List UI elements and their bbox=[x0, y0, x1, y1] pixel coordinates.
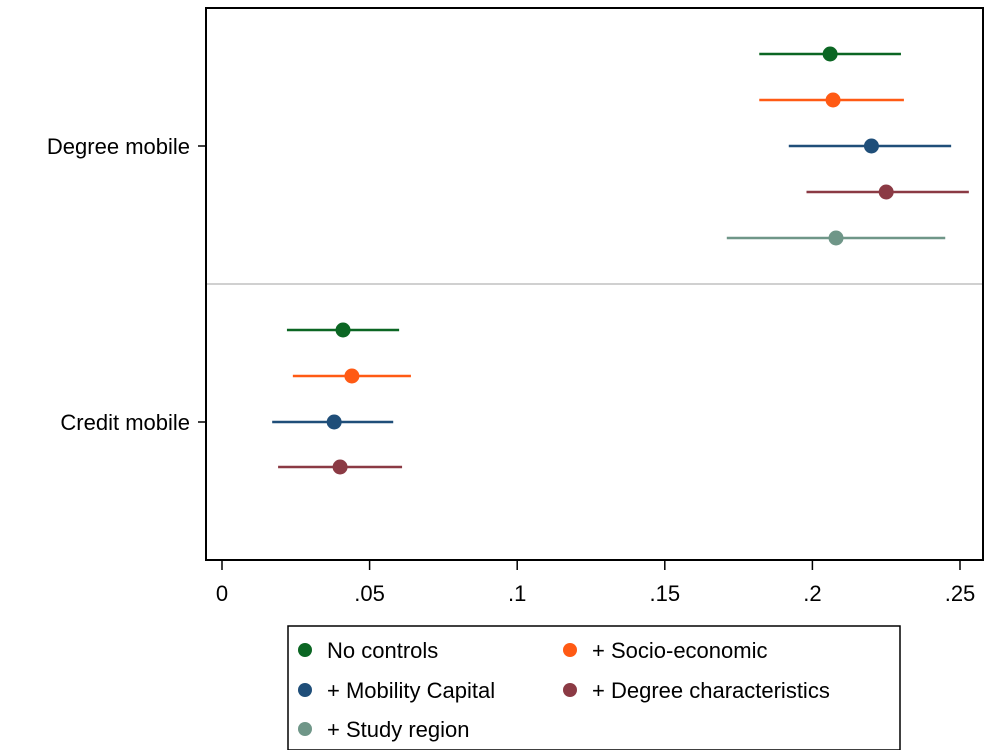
legend-marker bbox=[563, 683, 577, 697]
point-estimate bbox=[335, 322, 351, 338]
point-estimate bbox=[344, 368, 360, 384]
point-estimate bbox=[332, 459, 348, 475]
x-tick-label: .15 bbox=[650, 581, 681, 606]
point-estimate bbox=[828, 230, 844, 246]
x-tick-label: .1 bbox=[508, 581, 526, 606]
x-tick-label: .25 bbox=[945, 581, 976, 606]
x-tick-label: .05 bbox=[354, 581, 385, 606]
plot-area bbox=[205, 7, 984, 561]
point-estimate bbox=[825, 92, 841, 108]
x-axis: 0 .05 .1 .15 .2 .25 bbox=[216, 561, 975, 606]
legend-label: + Degree characteristics bbox=[592, 678, 830, 703]
legend-marker bbox=[563, 643, 577, 657]
point-estimate bbox=[878, 184, 894, 200]
x-tick-label: .2 bbox=[803, 581, 821, 606]
point-estimate bbox=[326, 414, 342, 430]
category-label: Credit mobile bbox=[60, 410, 190, 435]
legend-label: + Study region bbox=[327, 717, 469, 742]
legend: No controls + Socio-economic + Mobility Ca… bbox=[287, 625, 901, 750]
legend-marker bbox=[298, 643, 312, 657]
legend-marker bbox=[298, 722, 312, 736]
legend-label: + Socio-economic bbox=[592, 638, 767, 663]
legend-box bbox=[287, 625, 901, 750]
legend-label: + Mobility Capital bbox=[327, 678, 495, 703]
point-estimate bbox=[863, 138, 879, 154]
x-tick-label: 0 bbox=[216, 581, 228, 606]
point-estimate bbox=[822, 46, 838, 62]
category-label: Degree mobile bbox=[47, 134, 190, 159]
y-axis: Degree mobile Credit mobile bbox=[47, 134, 206, 435]
legend-label: No controls bbox=[327, 638, 438, 663]
legend-marker bbox=[298, 683, 312, 697]
